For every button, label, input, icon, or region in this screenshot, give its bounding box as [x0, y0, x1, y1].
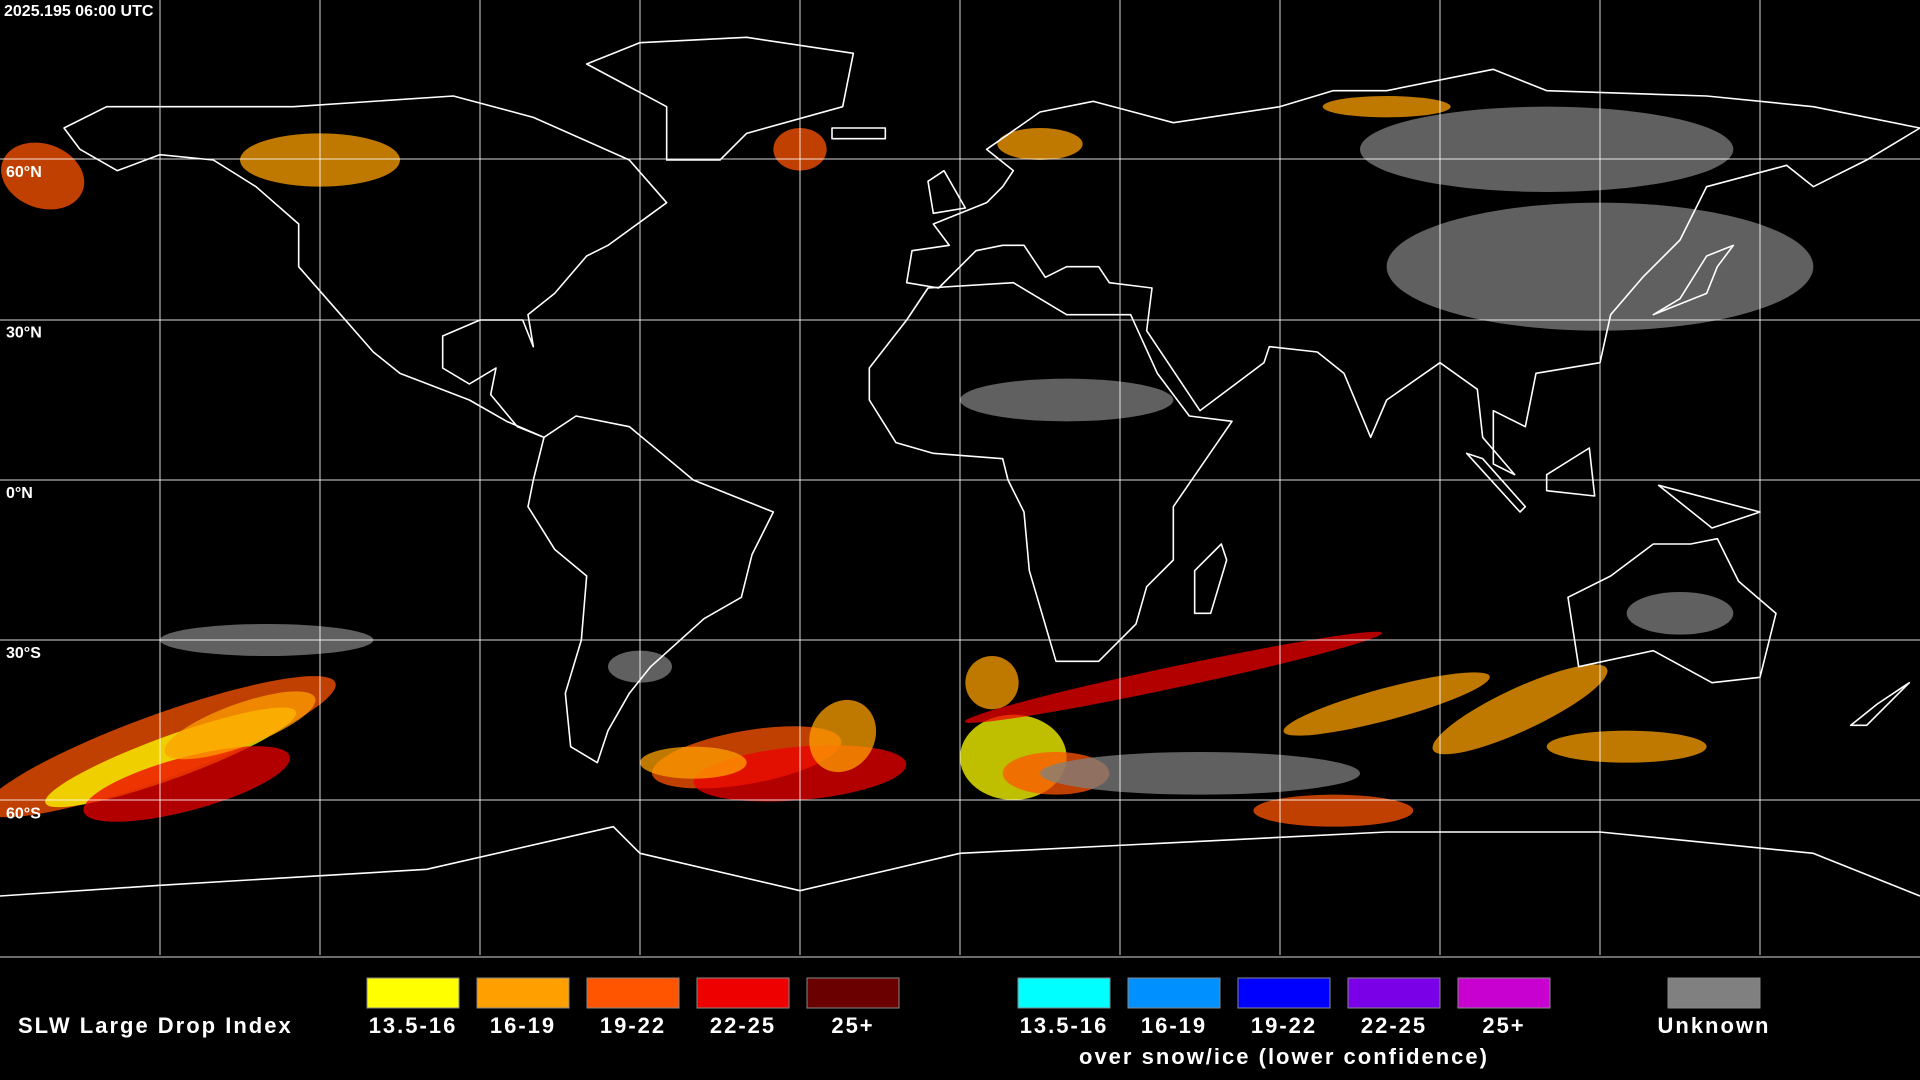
cloud-blob	[1626, 591, 1734, 635]
legend-swatch	[1017, 977, 1111, 1009]
latitude-labels: 60°N 30°N 0°N 30°S 60°S	[6, 164, 42, 822]
timestamp: 2025.195 06:00 UTC	[4, 3, 154, 20]
legend-label: 13.5-16	[1020, 1013, 1109, 1038]
legend-swatch	[586, 977, 680, 1009]
legend-swatch	[366, 977, 460, 1009]
latitude-label: 60°N	[6, 164, 42, 181]
latitude-label: 0°N	[6, 485, 33, 502]
cloud-blob	[164, 691, 316, 760]
legend-swatch	[1667, 977, 1761, 1009]
cloud-blob	[1039, 751, 1360, 795]
cloud-blob	[997, 128, 1083, 161]
cloud-blob	[1322, 96, 1451, 118]
latitude-label: 30°S	[6, 645, 41, 662]
legend-label: 19-22	[1251, 1013, 1317, 1038]
cloud-blob	[965, 655, 1019, 710]
legend-label: 16-19	[490, 1013, 556, 1038]
cloud-blob	[809, 699, 877, 773]
cloud-blob	[960, 378, 1174, 422]
legend-swatch	[1237, 977, 1331, 1009]
graticule	[0, 0, 1920, 958]
legend-label: 25+	[831, 1013, 874, 1038]
legend-label: 22-25	[710, 1013, 776, 1038]
legend-label: Unknown	[1658, 1013, 1771, 1038]
coastlines	[0, 37, 1920, 896]
latitude-label: 30°N	[6, 325, 42, 342]
legend-label: 25+	[1482, 1013, 1525, 1038]
cloud-blob	[1359, 106, 1734, 193]
legend-label: 16-19	[1141, 1013, 1207, 1038]
legend: SLW Large Drop Index 13.5-16 16-19 19-22 22-…	[18, 977, 1771, 1069]
legend-note: over snow/ice (lower confidence)	[1079, 1044, 1489, 1069]
cloud-blob	[964, 631, 1383, 723]
latitude-label: 60°S	[6, 805, 41, 822]
cloud-blob	[83, 746, 290, 822]
cloud-blob	[640, 746, 747, 779]
cloud-blob	[1432, 664, 1608, 755]
legend-swatch	[1457, 977, 1551, 1009]
cloud-blob	[1253, 794, 1414, 827]
legend-swatch	[696, 977, 790, 1009]
legend-title: SLW Large Drop Index	[18, 1013, 293, 1038]
legend-label: 22-25	[1361, 1013, 1427, 1038]
legend-swatch	[476, 977, 570, 1009]
cloud-blob	[1283, 672, 1490, 736]
legend-swatch	[1127, 977, 1221, 1009]
legend-swatch	[1347, 977, 1441, 1009]
legend-swatch	[806, 977, 900, 1009]
cloud-blob	[1546, 730, 1707, 763]
legend-label: 19-22	[600, 1013, 666, 1038]
legend-label: 13.5-16	[369, 1013, 458, 1038]
